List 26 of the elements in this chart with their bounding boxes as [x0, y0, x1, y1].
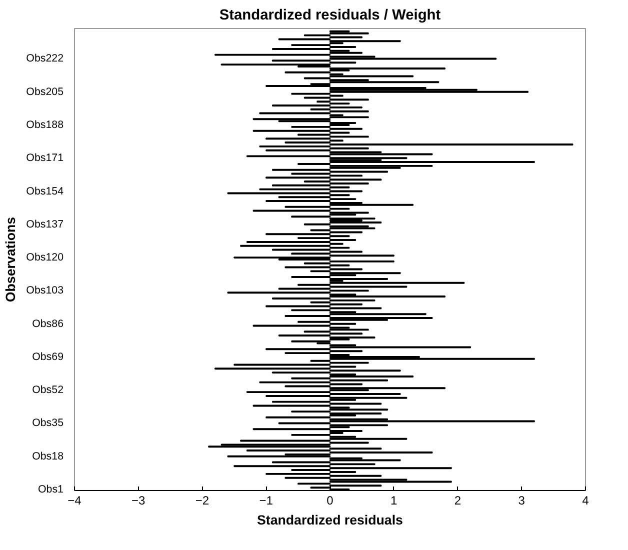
x-tick-label: 3 — [518, 494, 526, 508]
x-axis-title: Standardized residuals — [257, 512, 403, 528]
y-tick-label: Obs52 — [32, 384, 64, 396]
y-tick-label: Obs69 — [32, 350, 64, 363]
y-tick-label: Obs154 — [26, 185, 64, 198]
x-tick-label: −4 — [68, 494, 82, 508]
y-tick-label: Obs35 — [32, 417, 64, 430]
y-tick-label: Obs171 — [26, 152, 64, 164]
y-axis-title: Observations — [3, 216, 18, 302]
y-tick-label: Obs222 — [26, 52, 64, 65]
x-tick-label: 2 — [454, 494, 462, 508]
x-tick-label: 1 — [390, 494, 398, 508]
y-tick-label: Obs188 — [26, 118, 64, 131]
x-tick-label: −3 — [132, 494, 146, 508]
x-tick-label: −2 — [195, 494, 210, 508]
y-tick-label: Obs137 — [26, 218, 64, 230]
y-tick-label: Obs205 — [26, 86, 64, 98]
y-tick-label: Obs18 — [32, 450, 64, 462]
x-tick-label: 4 — [582, 494, 590, 508]
chart-title: Standardized residuals / Weight — [219, 8, 441, 24]
x-tick-label: −1 — [259, 494, 274, 508]
y-tick-label: Obs1 — [38, 484, 64, 496]
y-tick-label: Obs103 — [26, 284, 64, 297]
y-tick-label: Obs86 — [32, 318, 64, 330]
x-tick-label: 0 — [326, 494, 334, 508]
y-tick-label: Obs120 — [26, 252, 64, 264]
